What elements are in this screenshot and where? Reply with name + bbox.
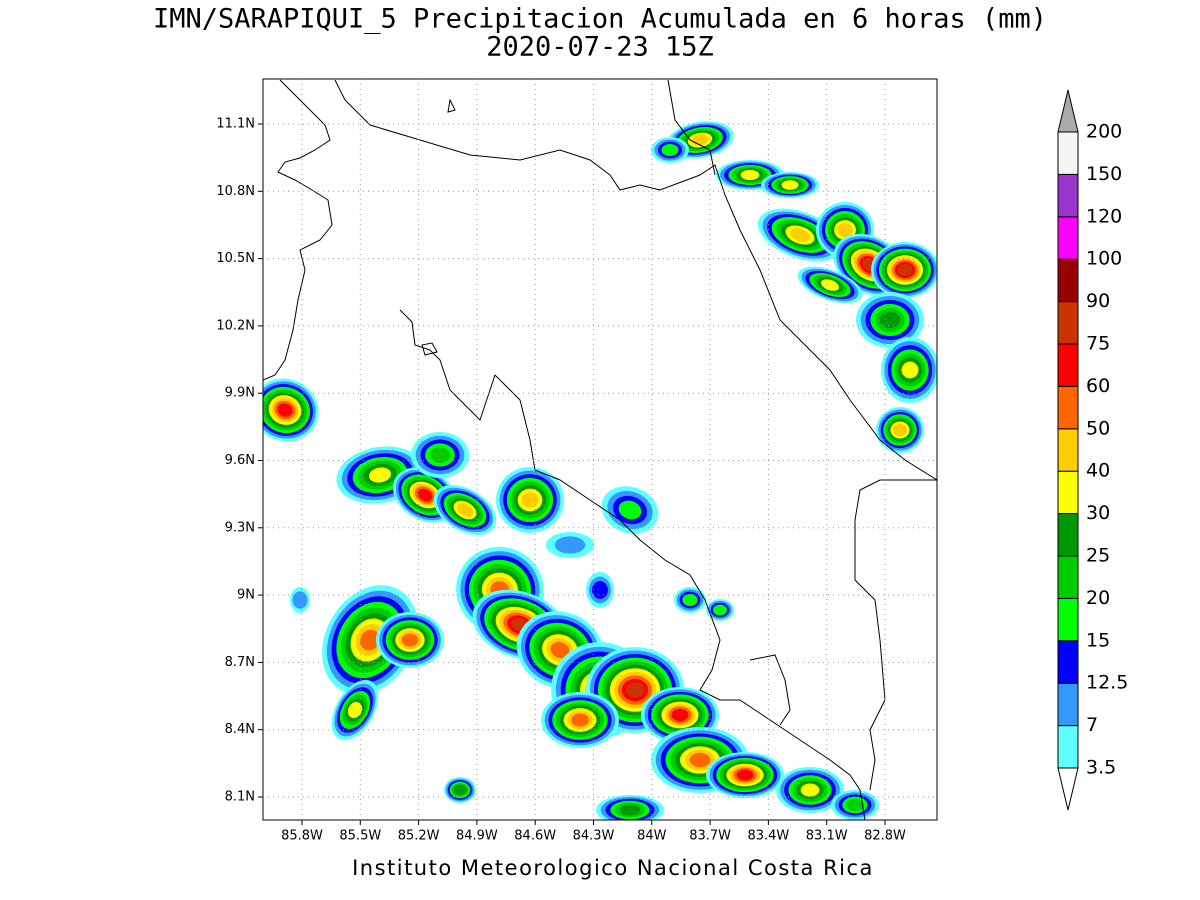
colorbar-label: 20: [1086, 587, 1110, 609]
lat-label: 8.1N: [225, 790, 255, 805]
precip-area: [456, 503, 474, 517]
precip-area: [360, 629, 380, 651]
colorbar-label: 3.5: [1086, 757, 1116, 779]
lat-label: 9.6N: [225, 453, 255, 468]
footer: Instituto Meteorologico Nacional Costa R…: [352, 856, 874, 880]
precip-area: [682, 593, 698, 607]
precip-area: [618, 500, 642, 520]
colorbar-segment: [1057, 173, 1079, 218]
precip-area: [625, 682, 645, 698]
lon-label: 85.2W: [398, 829, 440, 844]
lat-label: 8.4N: [225, 722, 255, 737]
colorbar-segment: [1057, 513, 1079, 557]
map-subtitle: 2020-07-23 15Z: [486, 32, 714, 63]
coastlines: [263, 79, 937, 820]
colorbar-segment: [1057, 301, 1079, 345]
precip-area: [897, 264, 913, 276]
lon-label: 84.9W: [456, 829, 498, 844]
map-frame: [262, 78, 938, 821]
colorbar-label: 40: [1086, 460, 1110, 482]
colorbar-label: 60: [1086, 375, 1110, 397]
precip-area: [846, 799, 864, 811]
precip-area: [740, 169, 760, 181]
colorbar-label: 120: [1086, 205, 1122, 227]
precip-area: [554, 536, 586, 554]
colorbar-segment: [1057, 597, 1079, 642]
precip-area: [521, 492, 539, 508]
colorbar-label: 75: [1086, 333, 1110, 355]
colorbar-segment: [1057, 258, 1079, 303]
lon-label: 82.8W: [864, 829, 906, 844]
colorbar-label: 7: [1086, 714, 1098, 736]
precip-area: [736, 769, 754, 781]
colorbar-segment: [1057, 343, 1079, 387]
precip-area: [671, 708, 689, 722]
precip-area: [592, 581, 608, 599]
precipitation-field: [263, 121, 937, 820]
colorbar-segment: [1057, 640, 1079, 684]
colorbar-segment: [1057, 216, 1079, 260]
precip-area: [892, 423, 908, 437]
precip-area: [619, 804, 641, 816]
precip-area: [277, 403, 293, 417]
colorbar-label: 50: [1086, 417, 1110, 439]
precip-area: [901, 361, 919, 379]
lon-label: 83.1W: [806, 829, 848, 844]
precip-area: [347, 702, 363, 718]
colorbar-label: 100: [1086, 248, 1122, 270]
lat-label: 10.2N: [216, 318, 255, 333]
colorbar-segment: [1057, 385, 1079, 430]
lon-label: 84.6W: [514, 829, 556, 844]
precip-area: [661, 143, 679, 157]
precip-area: [837, 223, 853, 237]
lat-label: 11.1N: [216, 117, 255, 132]
precip-area: [401, 633, 419, 647]
colorbar-segment: [1057, 725, 1079, 769]
precip-area: [429, 447, 451, 463]
lat-label: 9.9N: [225, 386, 255, 401]
colorbar-segment: [1057, 555, 1079, 599]
lon-label: 83.4W: [747, 829, 789, 844]
lon-label: 84.3W: [573, 829, 615, 844]
precip-area: [781, 180, 799, 190]
lon-label: 85.5W: [339, 829, 381, 844]
precip-area: [292, 591, 308, 609]
colorbar-label: 15: [1086, 629, 1110, 651]
colorbar-segment: [1057, 131, 1079, 175]
colorbar-below: [1057, 767, 1079, 811]
precip-area: [879, 311, 901, 329]
lat-label: 8.7N: [225, 655, 255, 670]
colorbar-segment: [1057, 428, 1079, 472]
lat-label: 9N: [237, 588, 255, 603]
lon-label: 84W: [637, 829, 667, 844]
precip-area: [368, 467, 392, 483]
precip-area: [712, 604, 728, 616]
precip-area: [821, 279, 839, 291]
precip-area: [453, 784, 467, 796]
lon-label: 83.7W: [689, 829, 731, 844]
precip-area: [417, 488, 433, 502]
lon-label: 85.8W: [281, 829, 323, 844]
colorbar-segment: [1057, 470, 1079, 515]
lat-label: 9.3N: [225, 520, 255, 535]
precip-area: [689, 752, 711, 768]
colorbar-label: 200: [1086, 121, 1122, 143]
lat-label: 10.8N: [216, 184, 255, 199]
precip-area: [550, 641, 570, 659]
precip-area: [800, 783, 820, 797]
precip-area: [790, 228, 810, 242]
colorbar-segment: [1057, 682, 1079, 727]
colorbar-label: 30: [1086, 502, 1110, 524]
colorbar-above: [1057, 89, 1079, 133]
precip-area: [571, 713, 589, 727]
colorbar-label: 150: [1086, 163, 1122, 185]
map-title: IMN/SARAPIQUI_5 Precipitacion Acumulada …: [153, 4, 1047, 35]
colorbar-label: 25: [1086, 545, 1110, 567]
colorbar-label: 90: [1086, 290, 1110, 312]
colorbar-label: 12.5: [1086, 672, 1128, 694]
lat-label: 10.5N: [216, 251, 255, 266]
